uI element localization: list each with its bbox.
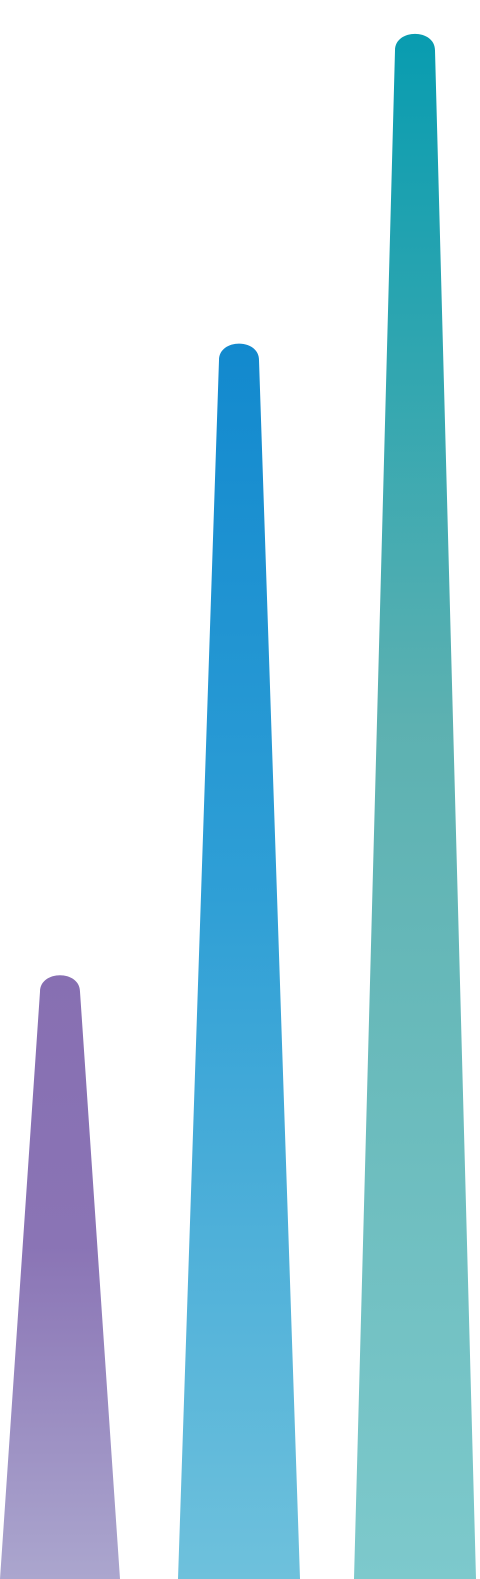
bar-1 bbox=[0, 975, 120, 1579]
bars-layer bbox=[0, 33, 476, 1579]
bar-3 bbox=[354, 33, 476, 1579]
bar-2 bbox=[178, 343, 300, 1579]
